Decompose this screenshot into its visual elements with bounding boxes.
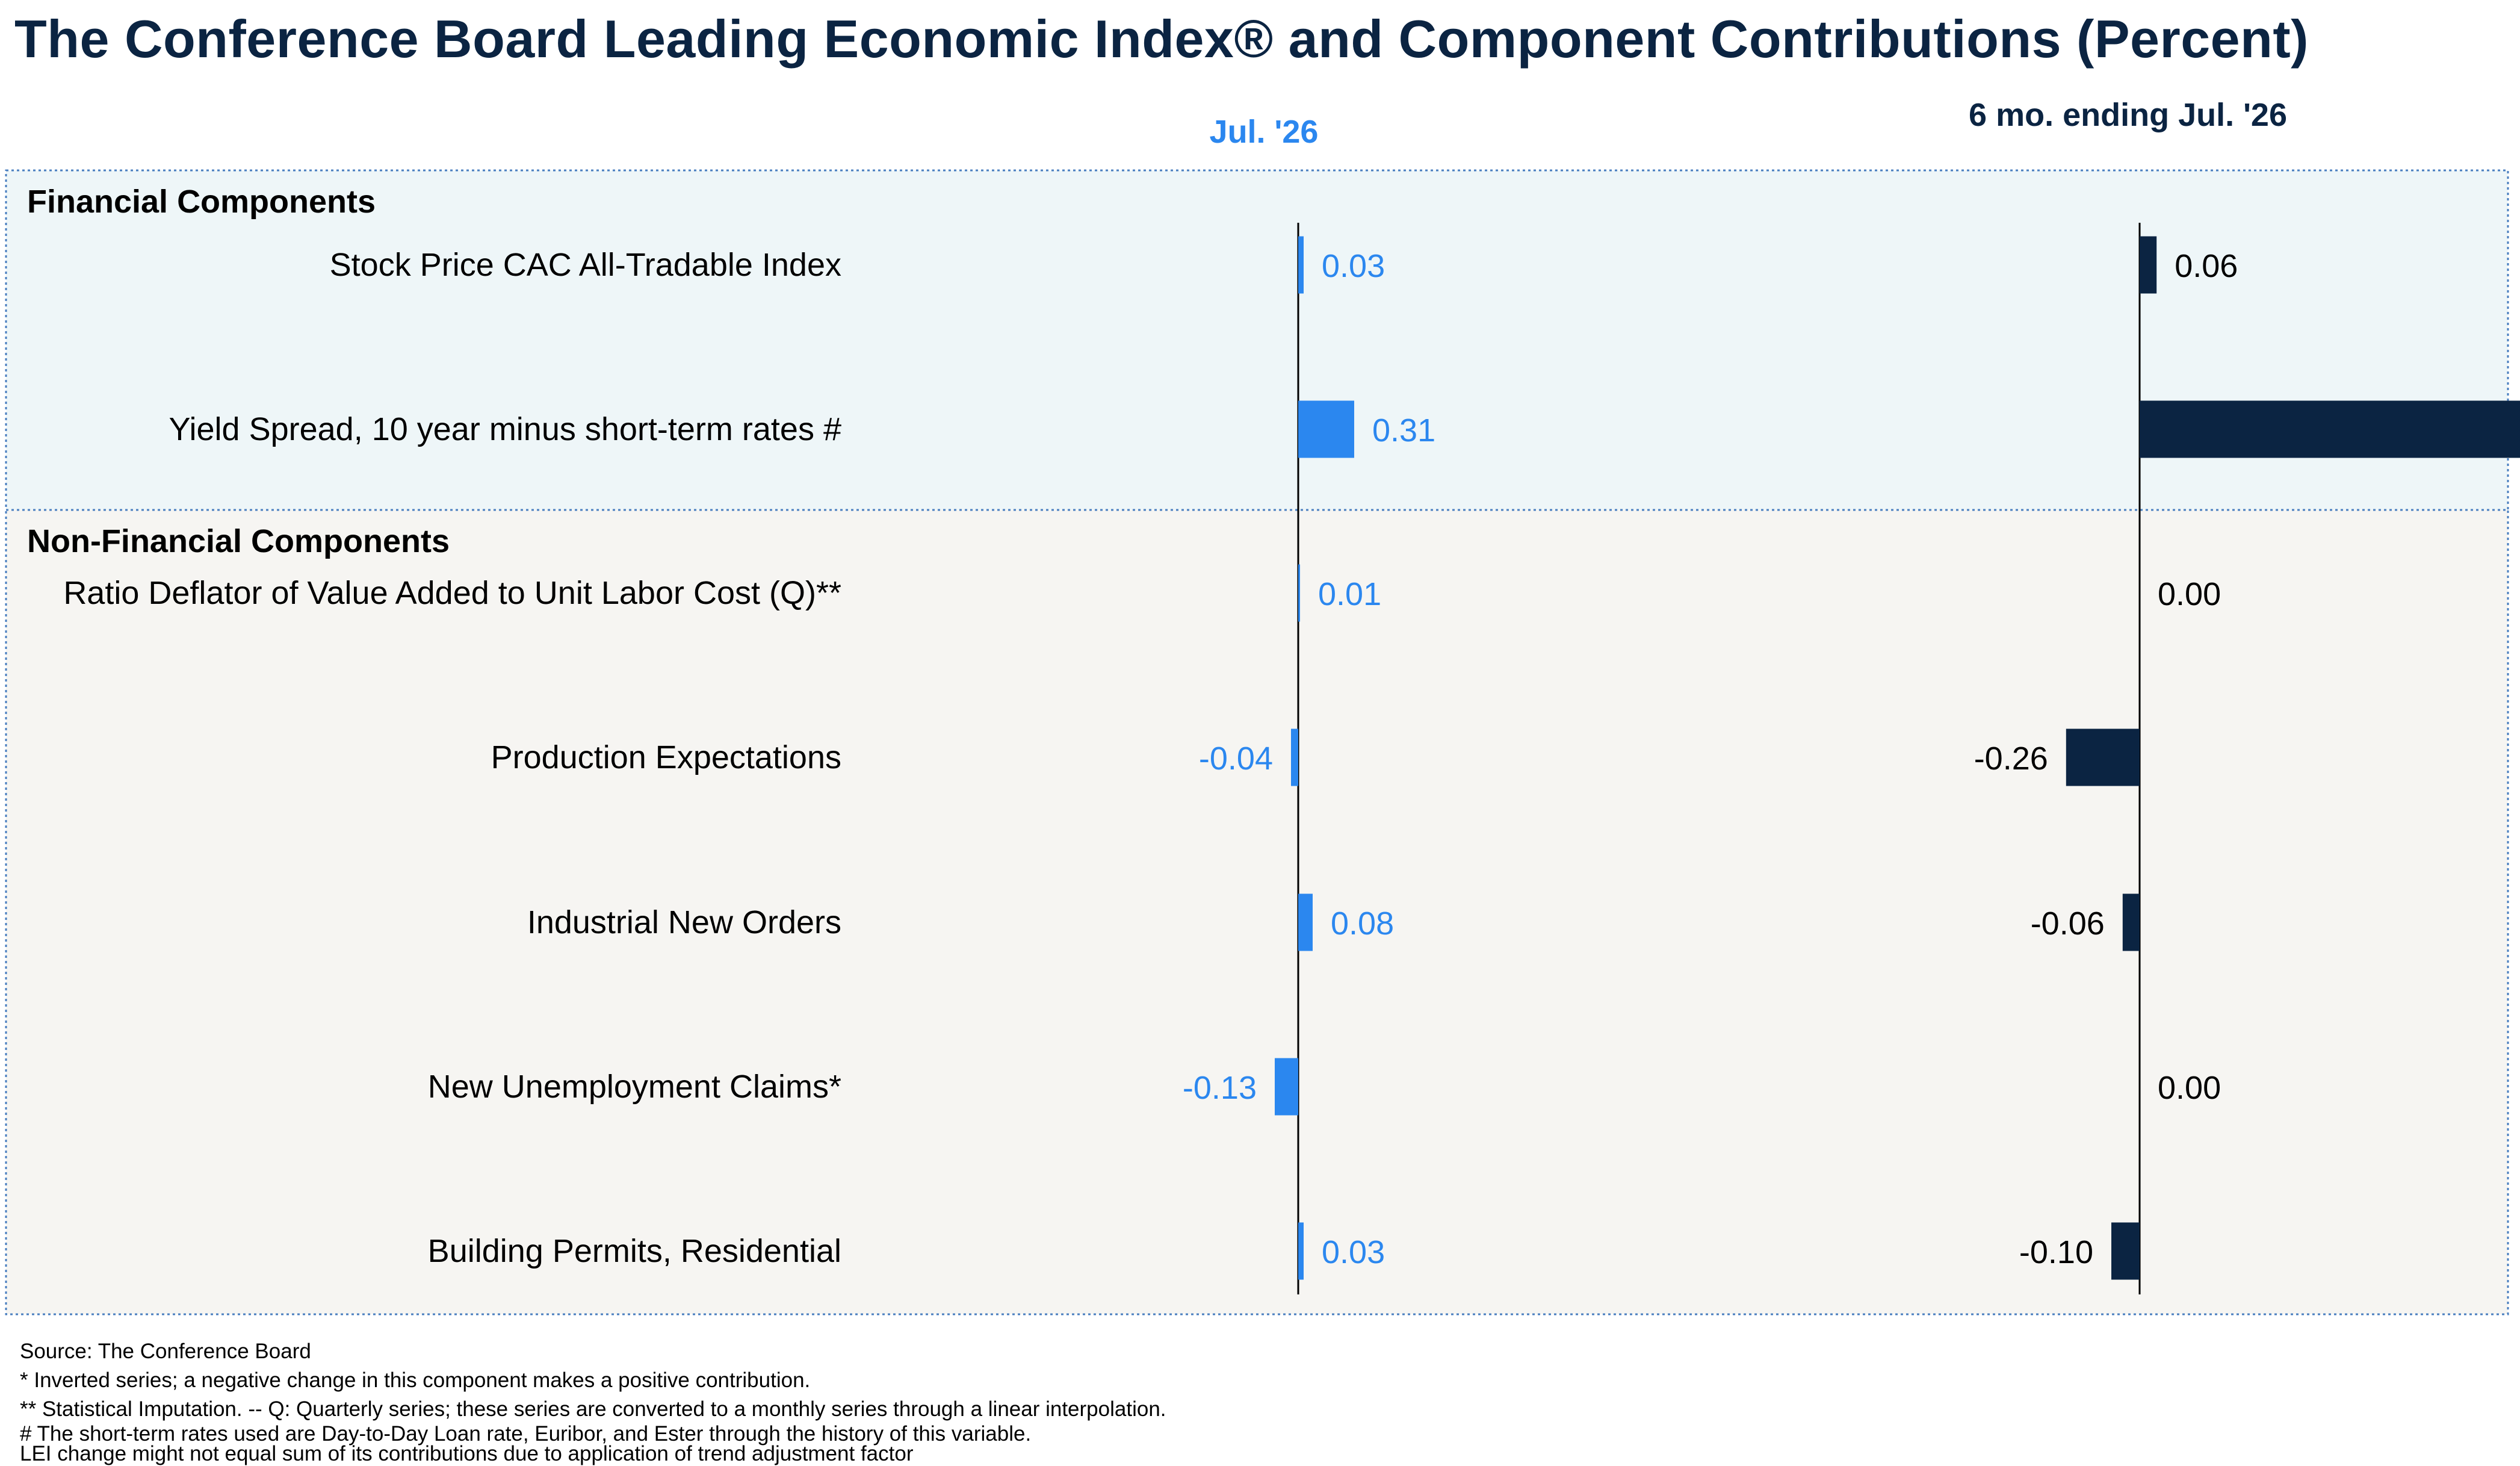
bar-chart: Financial Components Non-Financial Compon… (5, 169, 2520, 1315)
section-title-financial-components: Financial Components (27, 184, 376, 220)
column-header-jul-26: Jul. '26 (1209, 114, 1319, 150)
bar-jul-26-stock-price-cac-all-tradable-index (1298, 236, 1304, 294)
section-panel-financial-components (5, 169, 2509, 511)
bar-6-month-industrial-new-orders (2122, 893, 2140, 951)
bar-6-month-production-expectations (2066, 728, 2140, 786)
category-label-industrial-new-orders: Industrial New Orders (527, 904, 841, 940)
footnote-short-term-rates: # The short-term rates used are Day-to-D… (20, 1422, 1032, 1446)
category-label-yield-spread-10-year-minus-short-term-rates: Yield Spread, 10 year minus short-term r… (169, 411, 842, 447)
bar-6-month-yield-spread-10-year-minus-short-term-rates (2140, 400, 2520, 458)
data-label-jul-26-ratio-deflator-of-value-added-to-unit-labor-cost-q: 0.01 (1318, 576, 1381, 612)
data-label-6-month-industrial-new-orders: -0.06 (2031, 905, 2105, 942)
data-label-jul-26-yield-spread-10-year-minus-short-term-rates: 0.31 (1372, 412, 1435, 449)
data-label-6-month-stock-price-cac-all-tradable-index: 0.06 (2175, 248, 2238, 284)
data-label-jul-26-building-permits-residential: 0.03 (1322, 1234, 1385, 1270)
category-label-production-expectations: Production Expectations (491, 739, 841, 775)
column-header-6-month: 6 mo. ending Jul. '26 (1969, 97, 2287, 133)
footnote-source: Source: The Conference Board (20, 1340, 311, 1363)
category-label-ratio-deflator-of-value-added-to-unit-labor-cost-q: Ratio Deflator of Value Added to Unit La… (63, 575, 841, 611)
data-label-6-month-new-unemployment-claims: 0.00 (2158, 1070, 2221, 1106)
data-label-jul-26-stock-price-cac-all-tradable-index: 0.03 (1322, 248, 1385, 284)
bar-jul-26-industrial-new-orders (1298, 893, 1313, 951)
footnote-trend-adjustment: LEI change might not equal sum of its co… (20, 1442, 914, 1465)
section-title-non-financial-components: Non-Financial Components (27, 523, 450, 559)
chart-title: The Conference Board Leading Economic In… (14, 9, 2309, 69)
data-label-jul-26-production-expectations: -0.04 (1199, 741, 1273, 777)
data-label-jul-26-industrial-new-orders: 0.08 (1331, 905, 1394, 942)
bar-jul-26-ratio-deflator-of-value-added-to-unit-labor-cost-q (1298, 564, 1300, 622)
footnote-imputation: ** Statistical Imputation. -- Q: Quarter… (20, 1397, 1166, 1421)
bar-6-month-stock-price-cac-all-tradable-index (2140, 236, 2157, 294)
data-label-6-month-ratio-deflator-of-value-added-to-unit-labor-cost-q: 0.00 (2158, 576, 2221, 612)
section-panel-non-financial-components (5, 509, 2509, 1315)
footnote-inverted: * Inverted series; a negative change in … (20, 1368, 811, 1392)
data-label-jul-26-new-unemployment-claims: -0.13 (1183, 1070, 1257, 1106)
bar-jul-26-production-expectations (1291, 728, 1298, 786)
data-label-6-month-building-permits-residential: -0.10 (2019, 1234, 2093, 1270)
category-label-building-permits-residential: Building Permits, Residential (428, 1233, 841, 1269)
data-label-6-month-production-expectations: -0.26 (1974, 741, 2048, 777)
bar-jul-26-yield-spread-10-year-minus-short-term-rates (1298, 400, 1354, 458)
category-label-stock-price-cac-all-tradable-index: Stock Price CAC All-Tradable Index (330, 247, 841, 283)
bar-jul-26-new-unemployment-claims (1275, 1058, 1298, 1116)
category-label-new-unemployment-claims: New Unemployment Claims* (428, 1069, 841, 1105)
bar-jul-26-building-permits-residential (1298, 1222, 1304, 1280)
bar-6-month-building-permits-residential (2111, 1222, 2140, 1280)
